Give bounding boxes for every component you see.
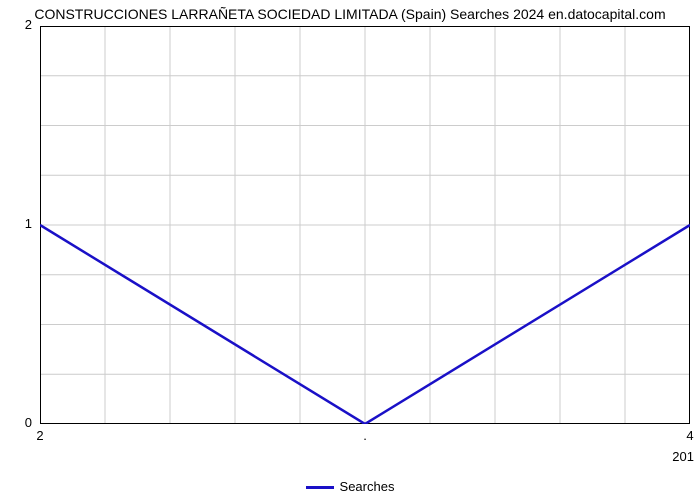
line-chart: CONSTRUCCIONES LARRAÑETA SOCIEDAD LIMITA… bbox=[0, 0, 700, 500]
x-minor-tick-label: . bbox=[355, 428, 375, 443]
y-tick-label: 2 bbox=[0, 17, 32, 32]
chart-title: CONSTRUCCIONES LARRAÑETA SOCIEDAD LIMITA… bbox=[0, 6, 700, 22]
legend-swatch bbox=[306, 486, 334, 489]
y-tick-label: 1 bbox=[0, 216, 32, 231]
legend: Searches bbox=[0, 479, 700, 494]
legend-label: Searches bbox=[340, 479, 395, 494]
x-tick-label: 4 bbox=[670, 428, 700, 443]
x-far-label: 201 bbox=[672, 449, 694, 464]
x-tick-label: 2 bbox=[20, 428, 60, 443]
plot-area bbox=[40, 26, 690, 424]
